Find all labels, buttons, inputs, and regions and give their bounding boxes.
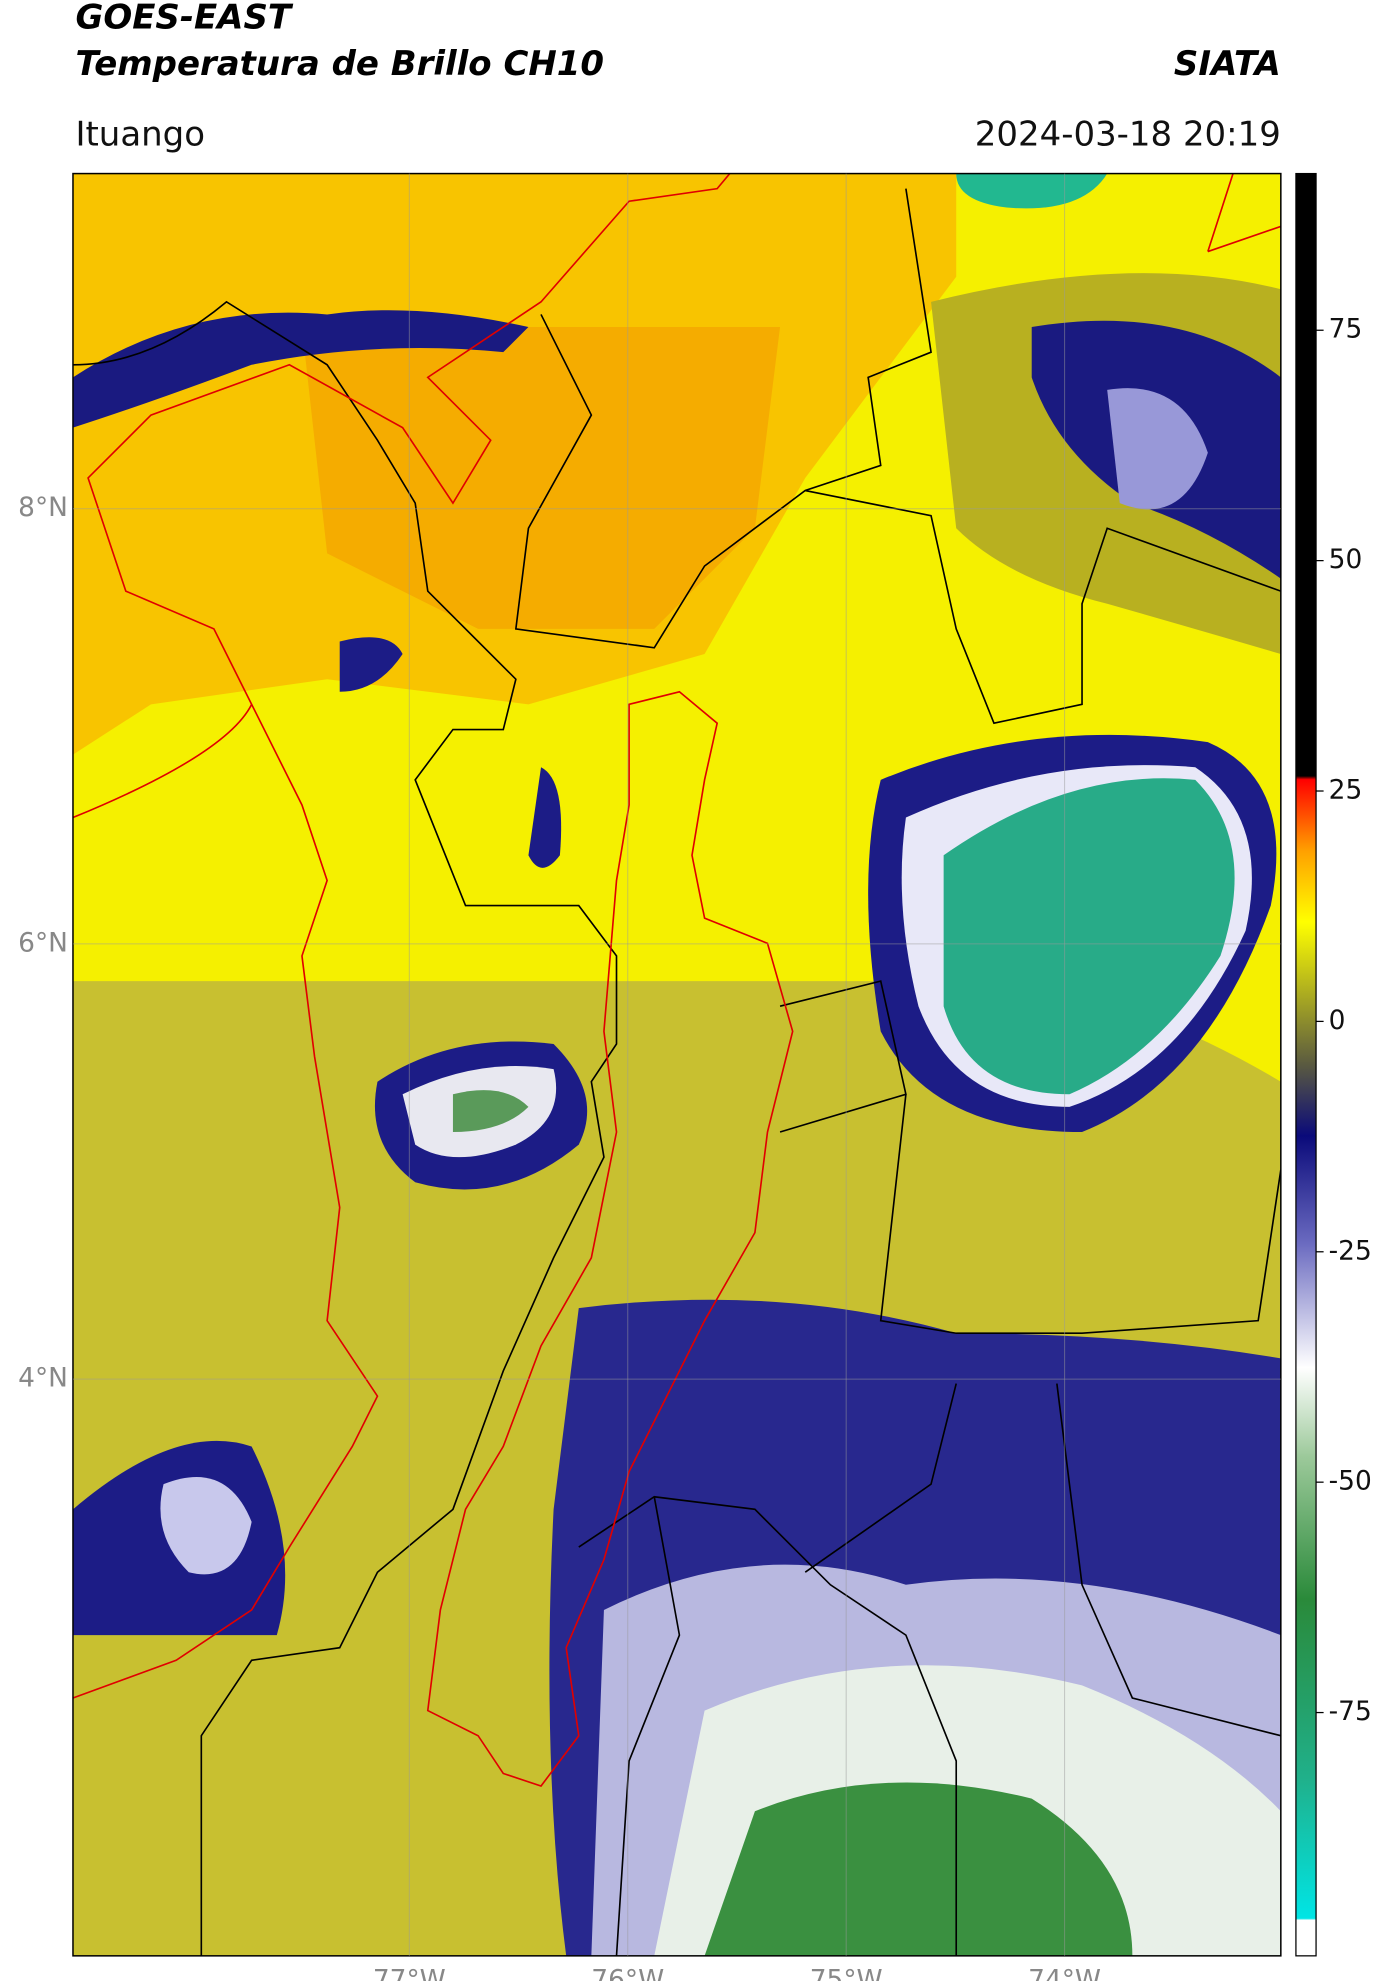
- subtitle: Temperatura de Brillo CH10: [75, 44, 604, 84]
- x-tick-label: 75°W: [810, 1965, 883, 1981]
- x-tick-label: 74°W: [1028, 1965, 1101, 1981]
- colorbar-tick-label: 25: [1329, 775, 1363, 806]
- colorbar-tick-label: 0: [1329, 1005, 1346, 1036]
- y-tick-label: 6°N: [18, 927, 68, 958]
- colorbar-tick-label: 50: [1329, 544, 1363, 575]
- colorbar-tick-label: -50: [1329, 1466, 1372, 1497]
- colorbar-tick-label: -25: [1329, 1235, 1372, 1266]
- colorbar: [1295, 172, 1317, 1957]
- y-tick-label: 4°N: [18, 1363, 68, 1394]
- x-tick-label: 77°W: [373, 1965, 446, 1981]
- title: GOES-EAST: [75, 0, 293, 37]
- location: Ituango: [75, 114, 205, 154]
- borders: [72, 173, 1281, 1956]
- colorbar-tick-label: 75: [1329, 314, 1363, 345]
- colorbar-tick-label: -75: [1329, 1696, 1372, 1727]
- x-tick-label: 76°W: [591, 1965, 664, 1981]
- datetime: 2024-03-18 20:19: [975, 114, 1281, 154]
- source: SIATA: [1174, 44, 1281, 84]
- satellite-image: [72, 173, 1281, 1956]
- y-tick-label: 8°N: [18, 492, 68, 523]
- map-frame: [72, 172, 1282, 1957]
